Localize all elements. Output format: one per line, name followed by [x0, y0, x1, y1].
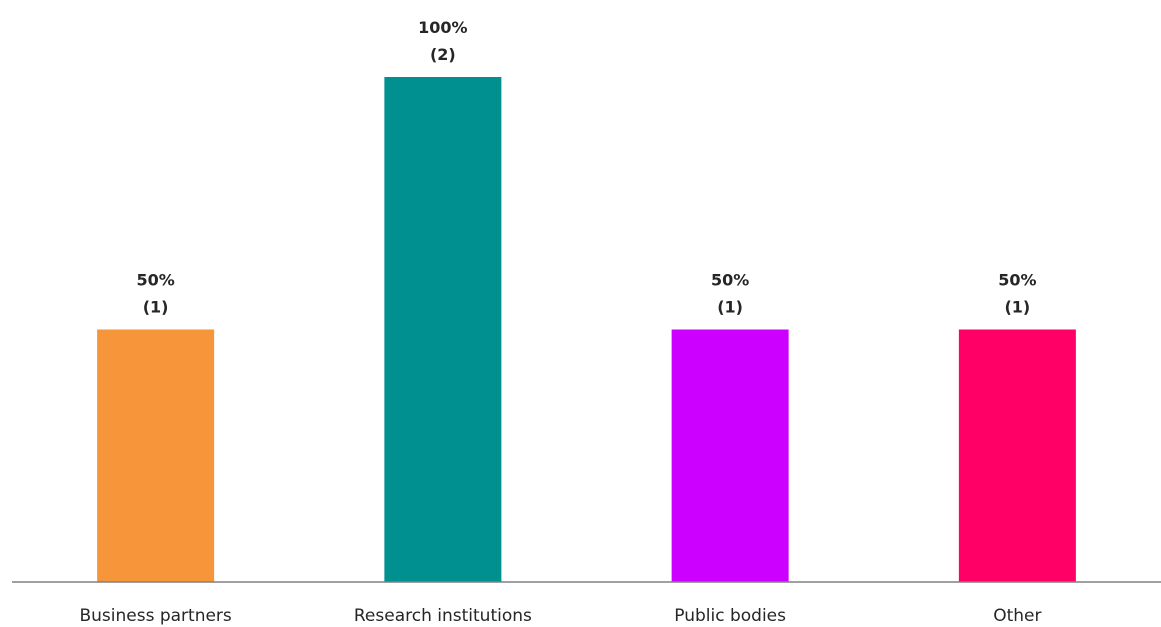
- bar-1: [384, 77, 502, 582]
- labels-group: 50% (1) Business partners 100% (2) Research i…: [79, 18, 1041, 626]
- data-label-percent-3: 50%: [998, 271, 1036, 290]
- data-label-count-3: (1): [1004, 298, 1030, 317]
- data-label-count-2: (1): [717, 298, 743, 317]
- bar-3: [958, 329, 1076, 582]
- bars-group: [97, 77, 1076, 582]
- bar-0: [97, 329, 215, 582]
- data-label-percent-1: 100%: [418, 18, 467, 37]
- category-label-2: Public bodies: [674, 606, 786, 626]
- data-label-count-0: (1): [143, 298, 169, 317]
- category-label-0: Business partners: [79, 606, 231, 626]
- data-label-percent-2: 50%: [711, 271, 749, 290]
- data-label-count-1: (2): [430, 45, 456, 64]
- category-label-3: Other: [993, 606, 1041, 626]
- data-label-percent-0: 50%: [136, 271, 174, 290]
- bar-2: [671, 329, 789, 582]
- category-label-1: Research institutions: [354, 606, 532, 626]
